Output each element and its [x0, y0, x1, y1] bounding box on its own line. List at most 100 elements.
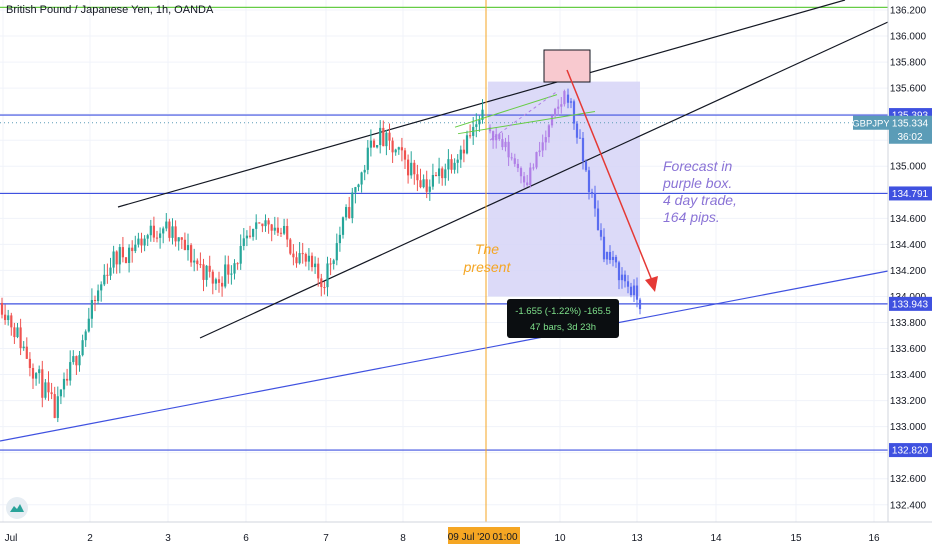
candle — [363, 169, 366, 173]
candle — [335, 243, 338, 261]
price-tick-label: 135.000 — [890, 162, 927, 173]
chart-grid — [0, 0, 888, 532]
candle — [236, 263, 239, 265]
candle — [475, 124, 478, 127]
candle — [310, 255, 314, 268]
candle — [10, 315, 13, 328]
price-tick-label: 136.000 — [890, 32, 927, 43]
candle — [121, 247, 124, 258]
chart-title: British Pound / Japanese Yen, 1h, OANDA — [6, 4, 214, 16]
forecast-arrow — [566, 69, 656, 289]
price-axis-bg — [888, 0, 932, 522]
chart-drawings[interactable] — [454, 49, 658, 292]
forecast-candle — [614, 256, 618, 263]
upper-channel-line — [117, 0, 846, 208]
forecast-candle — [587, 170, 591, 193]
candle — [456, 159, 459, 163]
price-tick-label: 133.600 — [890, 344, 927, 355]
candle — [7, 315, 10, 321]
candle — [56, 396, 59, 418]
trend-lines[interactable] — [0, 0, 889, 442]
symbol-badge — [853, 115, 889, 130]
candle — [376, 145, 379, 148]
candle — [465, 135, 469, 154]
price-tick-label: 135.600 — [890, 84, 927, 95]
candle — [434, 174, 438, 177]
time-tick-label: 2 — [87, 533, 93, 544]
forecast-candle — [623, 274, 627, 282]
price-tick-label: 136.200 — [890, 6, 927, 17]
candle — [35, 373, 38, 379]
candle — [400, 147, 403, 151]
candle — [75, 356, 78, 366]
current-time-badge — [448, 527, 520, 544]
forecast-note[interactable]: Forecast in purple box. 4 day trade, 164… — [663, 158, 737, 225]
candle — [112, 251, 115, 268]
candle — [379, 127, 382, 146]
horizontal-levels[interactable] — [0, 6, 888, 451]
forecast-candle — [617, 262, 621, 281]
forecast-candle — [581, 137, 585, 162]
candle — [159, 233, 162, 238]
candle — [217, 279, 221, 283]
candle — [87, 318, 90, 332]
candle — [369, 140, 372, 148]
candle — [283, 225, 286, 234]
forecast-candle — [529, 167, 532, 186]
candle — [242, 238, 245, 246]
forecast-candle — [635, 285, 639, 300]
projection-line-green — [454, 94, 558, 128]
candle — [140, 238, 143, 246]
candle — [168, 221, 171, 238]
time-tick-label: 3 — [165, 533, 171, 544]
candle — [155, 237, 159, 239]
candle — [13, 327, 16, 338]
candle — [38, 369, 41, 374]
time-axis[interactable]: Jul 2 3 6 7 8 10 13 14 15 16 09 Jul '20 01:00 — [0, 521, 932, 550]
candle — [162, 228, 165, 234]
time-tick-label: 10 — [554, 533, 566, 544]
time-tick-label: 6 — [243, 533, 249, 544]
candle — [338, 234, 341, 244]
level-badge-label: 133.943 — [892, 299, 929, 310]
countdown-label: 36:02 — [897, 132, 922, 143]
candle — [115, 251, 118, 265]
candle — [233, 263, 236, 274]
candle — [419, 180, 422, 188]
candle — [416, 174, 419, 181]
forecast-candle — [599, 230, 603, 237]
candle — [171, 226, 174, 238]
candle — [388, 132, 391, 141]
forecast-candle — [544, 137, 547, 143]
candle — [292, 253, 295, 258]
candle — [177, 237, 180, 242]
price-tick-label: 134.400 — [890, 240, 927, 251]
candle — [407, 159, 410, 176]
level-badge-label: 134.791 — [892, 189, 929, 200]
last-price-label: 135.334 — [892, 118, 929, 129]
candle — [394, 149, 397, 153]
candle — [143, 238, 146, 246]
forecast-candle — [632, 285, 636, 296]
present-label[interactable]: The present — [463, 241, 511, 275]
forecast-candle — [566, 94, 570, 103]
candle — [97, 290, 100, 302]
forecast-candle — [501, 139, 504, 148]
candle — [289, 239, 292, 254]
candle — [462, 149, 465, 154]
candle — [314, 263, 317, 268]
forecast-candle — [516, 163, 519, 169]
tradingview-logo-icon[interactable] — [6, 497, 28, 519]
candle — [221, 282, 224, 287]
candle — [397, 147, 400, 150]
candle — [258, 222, 261, 224]
candle — [441, 168, 444, 179]
measure-duration: 47 bars, 3d 23h — [529, 322, 597, 333]
level-badge — [889, 296, 932, 311]
price-axis[interactable]: 136.200136.000135.800135.600135.400135.2… — [852, 0, 932, 537]
forecast-candle — [526, 182, 529, 186]
current-time-label: 01:00 — [492, 532, 517, 543]
candle — [78, 355, 81, 366]
candle — [199, 264, 202, 266]
